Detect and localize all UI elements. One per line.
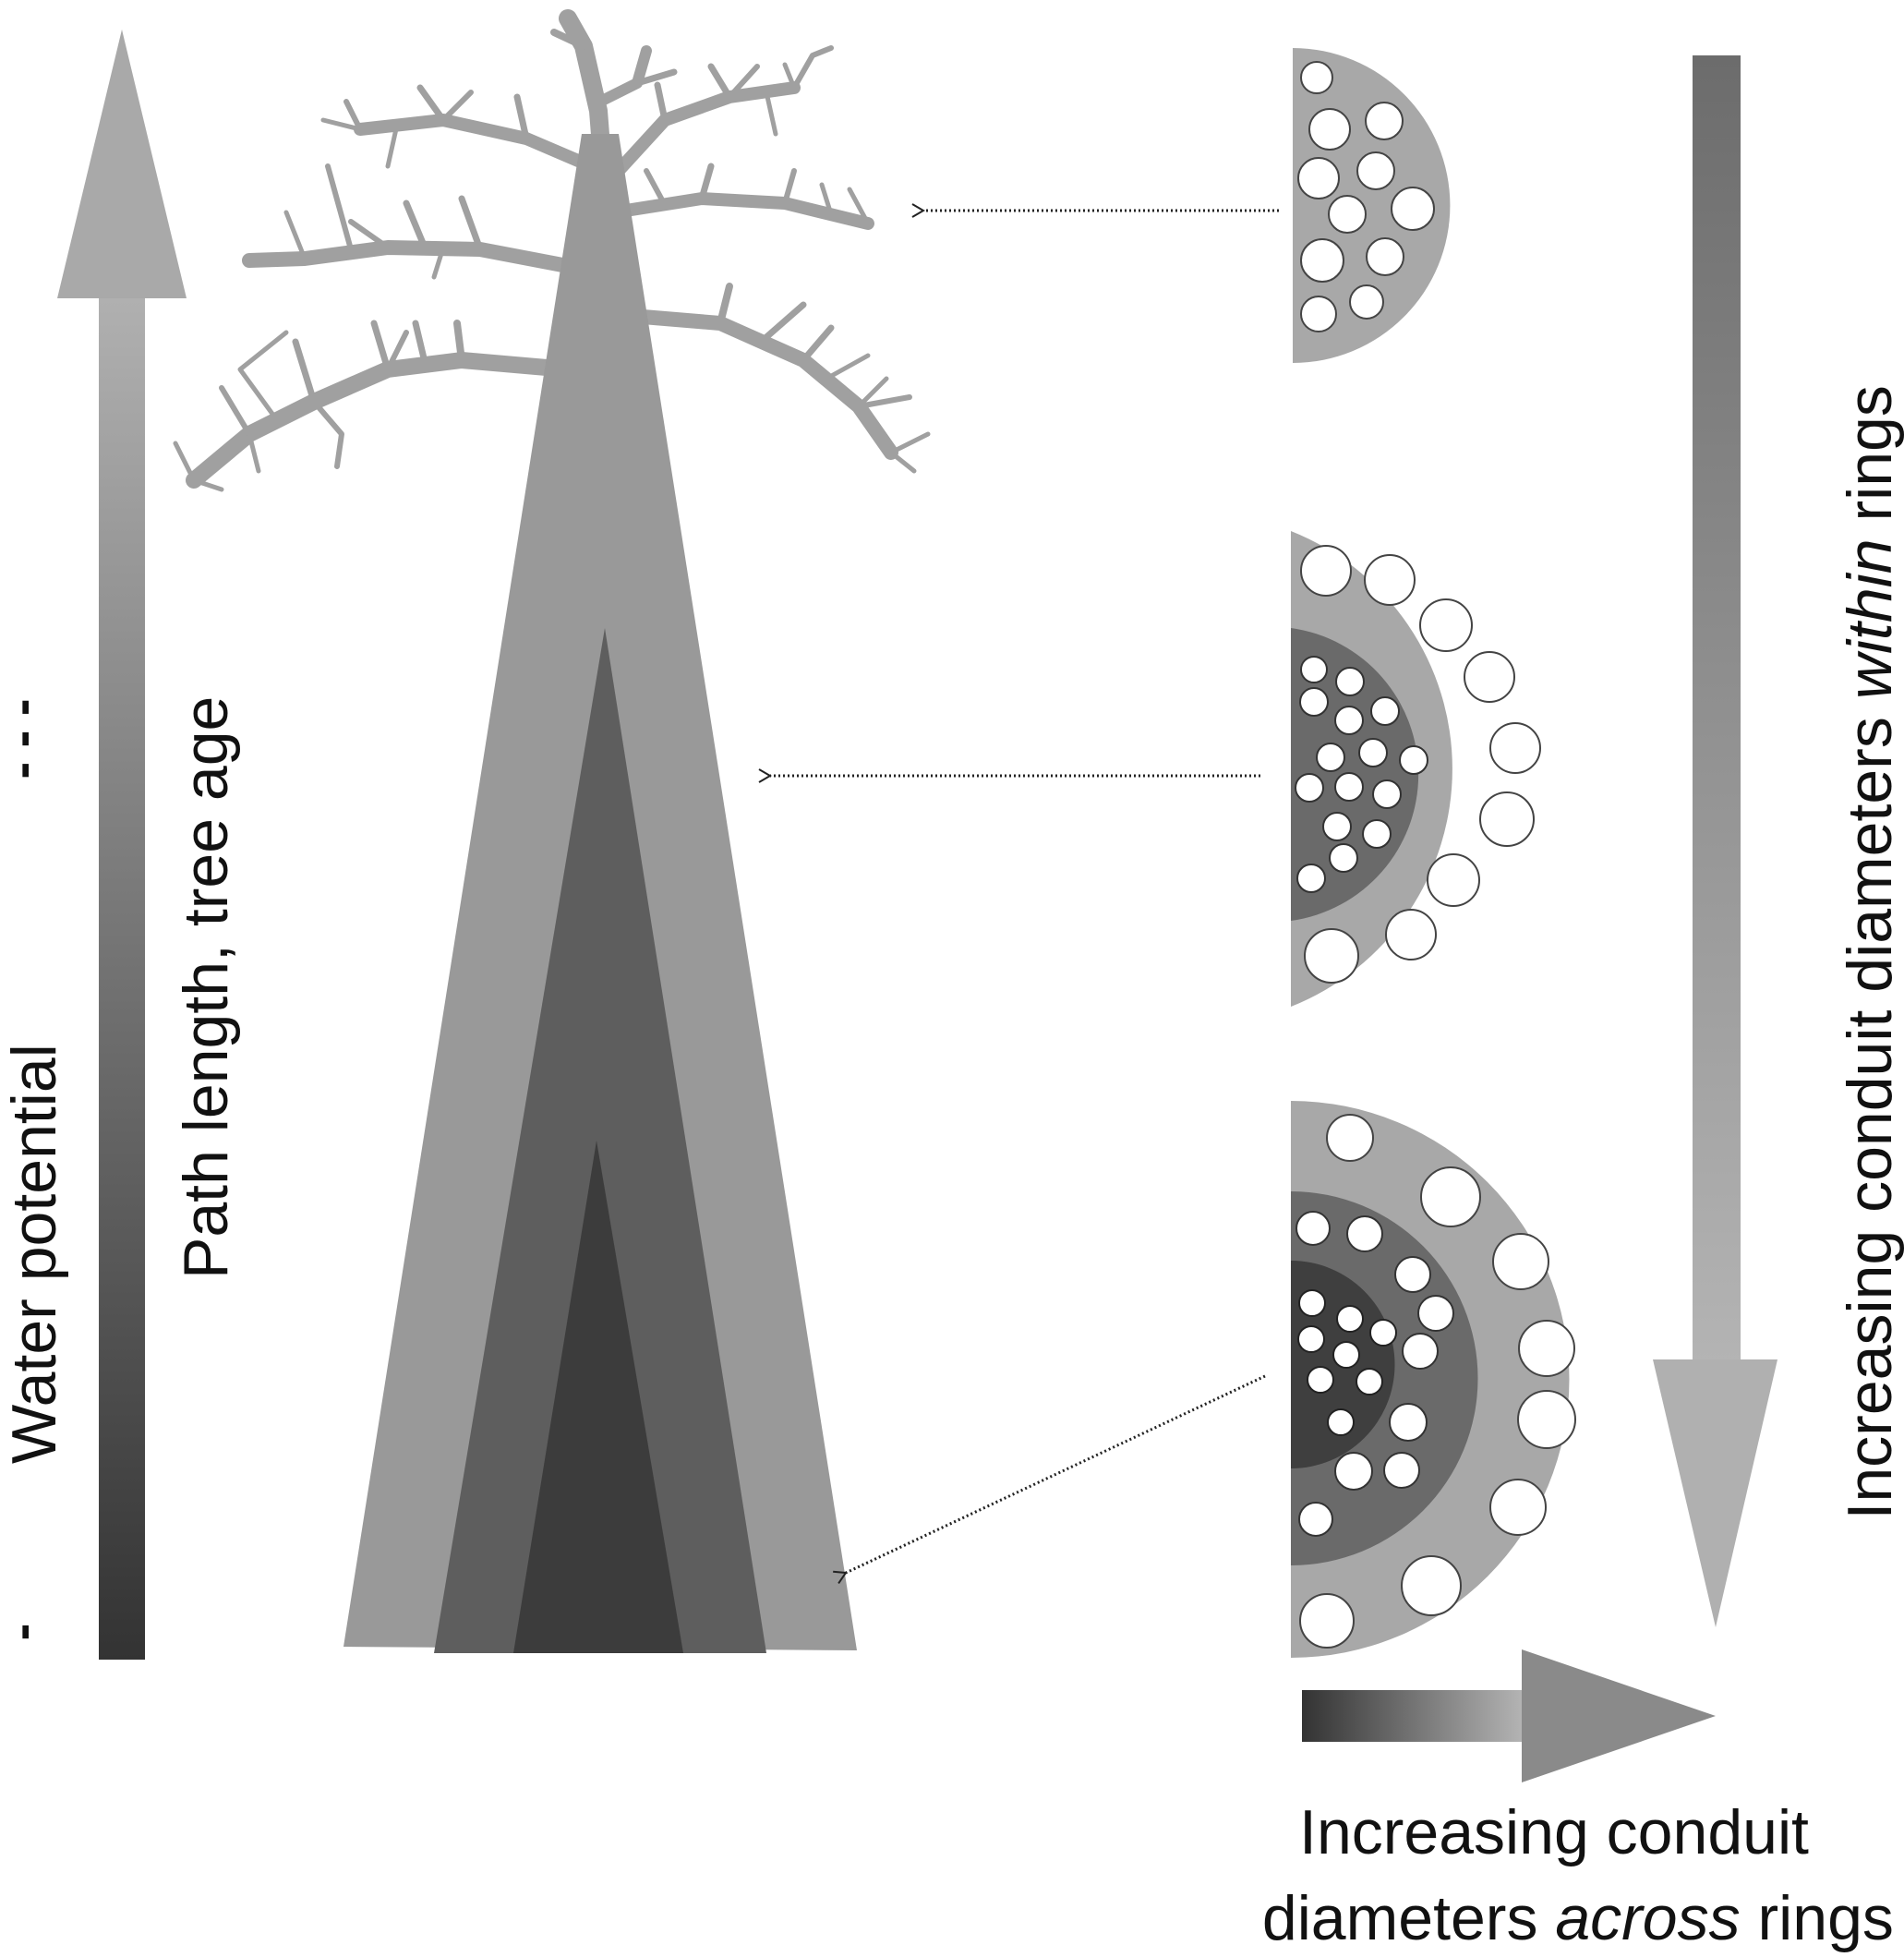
across-emphasis: across xyxy=(1555,1883,1740,1953)
within-rings-arrow xyxy=(1653,55,1777,1627)
tree-crown-branches xyxy=(173,9,931,492)
pointer-arrow-base xyxy=(833,1374,1266,1585)
minus-mark-bottom: - xyxy=(0,1624,50,1641)
across-rings-label-line1: Increasing conduit xyxy=(1299,1797,1809,1867)
cross-section-mid xyxy=(1291,531,1541,1007)
across-rings-arrow xyxy=(1302,1649,1716,1782)
within-rings-label: Increasing conduit diameters within ring… xyxy=(1835,332,1904,1607)
water-potential-arrow xyxy=(57,30,187,1660)
path-length-label: Path length, tree age xyxy=(171,696,241,1279)
across-rings-label-line2: diameters across rings xyxy=(1175,1883,1904,1953)
within-suffix: rings xyxy=(1835,385,1904,538)
across-prefix: diameters xyxy=(1262,1883,1555,1953)
water-potential-label: Water potential xyxy=(0,1044,69,1464)
cross-section-crown xyxy=(1293,48,1451,363)
across-suffix: rings xyxy=(1741,1883,1894,1953)
minus-marks-top: - - - xyxy=(0,698,50,779)
tree-trunk xyxy=(343,134,857,1653)
within-prefix: Increasing conduit diameters xyxy=(1835,699,1904,1519)
pointer-arrows xyxy=(758,203,1279,1585)
cross-section-base xyxy=(1291,1101,1576,1658)
within-emphasis: within xyxy=(1835,538,1904,699)
